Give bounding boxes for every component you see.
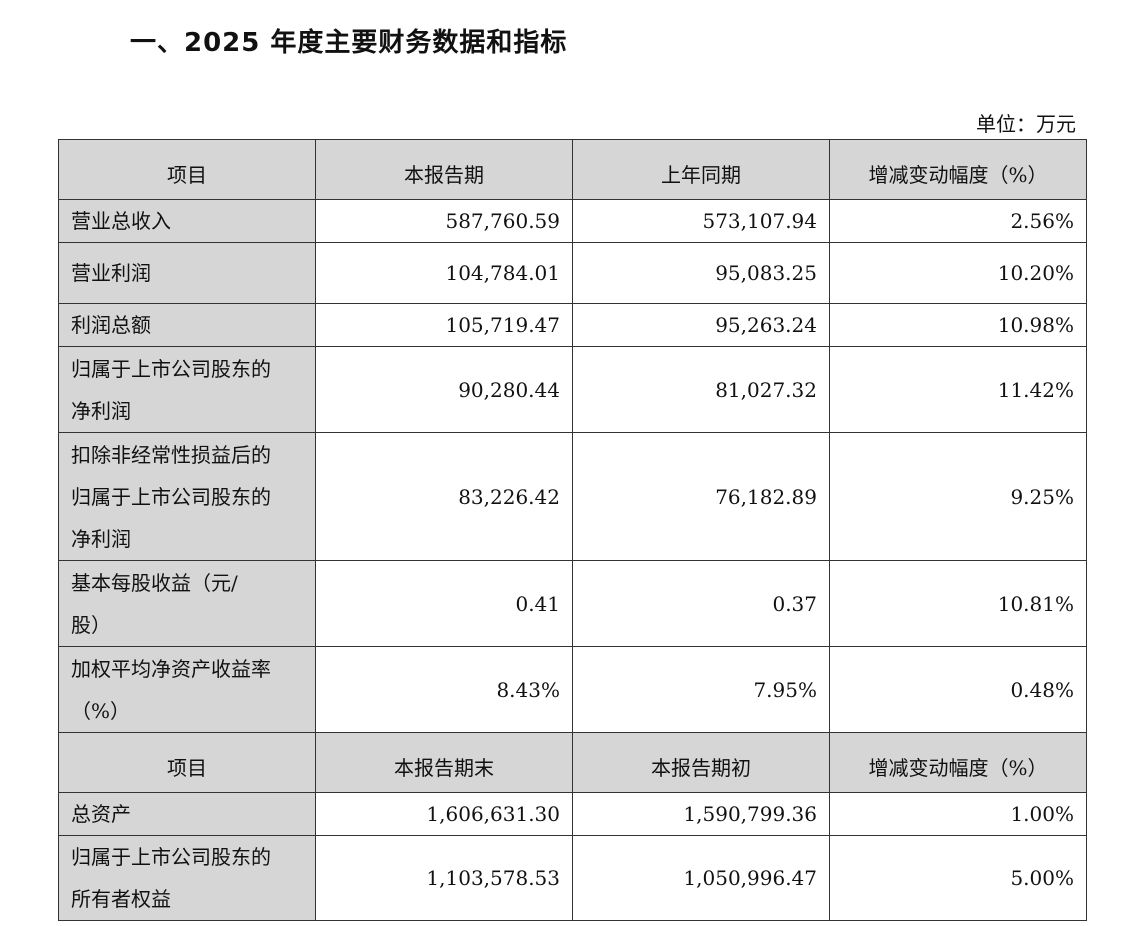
table-header-row: 项目 本报告期末 本报告期初 增减变动幅度（%）	[58, 732, 1087, 793]
row-label-line: 营业总收入	[71, 209, 171, 233]
cell-current: 1,103,578.53	[315, 835, 573, 921]
cell-change: 2.56%	[829, 199, 1087, 243]
row-label-line: 所有者权益	[71, 887, 171, 911]
row-label: 营业总收入	[58, 199, 316, 243]
row-label: 利润总额	[58, 303, 316, 347]
row-label-line: 扣除非经常性损益后的	[71, 442, 271, 467]
row-label-line: 营业利润	[71, 261, 151, 285]
row-label: 营业利润	[58, 242, 316, 304]
row-label: 归属于上市公司股东的 所有者权益	[58, 835, 316, 921]
cell-change: 1.00%	[829, 792, 1087, 836]
cell-change: 10.20%	[829, 242, 1087, 304]
cell-change: 5.00%	[829, 835, 1087, 921]
header-column-item: 项目	[58, 139, 316, 200]
row-label-line: 利润总额	[71, 313, 151, 337]
header-column-previous: 本报告期初	[572, 732, 830, 793]
cell-previous: 81,027.32	[572, 346, 830, 433]
cell-previous: 573,107.94	[572, 199, 830, 243]
cell-change: 0.48%	[829, 646, 1087, 733]
table-row: 归属于上市公司股东的 净利润 90,280.44 81,027.32 11.42%	[58, 346, 1087, 433]
header-column-current: 本报告期	[315, 139, 573, 200]
cell-previous: 95,263.24	[572, 303, 830, 347]
row-label: 基本每股收益（元/股）	[58, 560, 316, 647]
cell-current: 8.43%	[315, 646, 573, 733]
cell-current: 105,719.47	[315, 303, 573, 347]
header-column-change: 增减变动幅度（%）	[829, 732, 1087, 793]
header-column-previous: 上年同期	[572, 139, 830, 200]
cell-previous: 0.37	[572, 560, 830, 647]
cell-change: 10.81%	[829, 560, 1087, 647]
header-column-current: 本报告期末	[315, 732, 573, 793]
table-header-row: 项目 本报告期 上年同期 增减变动幅度（%）	[58, 139, 1087, 200]
cell-change: 10.98%	[829, 303, 1087, 347]
row-label-line: 基本每股收益（元/	[71, 570, 238, 595]
row-label: 加权平均净资产收益率 （%）	[58, 646, 316, 733]
table-row: 扣除非经常性损益后的 归属于上市公司股东的 净利润 83,226.42 76,182.8…	[58, 432, 1087, 561]
table-row: 总资产 1,606,631.30 1,590,799.36 1.00%	[58, 792, 1087, 836]
row-label-line: 净利润	[71, 526, 131, 551]
page-title: 一、2025 年度主要财务数据和指标	[130, 28, 568, 58]
unit-label: 单位：万元	[976, 112, 1076, 136]
cell-current: 587,760.59	[315, 199, 573, 243]
table-row: 利润总额 105,719.47 95,263.24 10.98%	[58, 303, 1087, 347]
row-label-line: 净利润	[71, 398, 131, 423]
row-label-line: （%）	[71, 698, 131, 723]
cell-current: 104,784.01	[315, 242, 573, 304]
row-label-line: 加权平均净资产收益率	[71, 656, 271, 681]
row-label-line: 归属于上市公司股东的	[71, 484, 271, 509]
header-column-change: 增减变动幅度（%）	[829, 139, 1087, 200]
cell-current: 1,606,631.30	[315, 792, 573, 836]
row-label: 扣除非经常性损益后的 归属于上市公司股东的 净利润	[58, 432, 316, 561]
row-label-line: 股）	[71, 612, 111, 637]
cell-change: 11.42%	[829, 346, 1087, 433]
table-row: 归属于上市公司股东的 所有者权益 1,103,578.53 1,050,996.47 5…	[58, 835, 1087, 921]
table-row: 营业总收入 587,760.59 573,107.94 2.56%	[58, 199, 1087, 243]
cell-previous: 76,182.89	[572, 432, 830, 561]
cell-change: 9.25%	[829, 432, 1087, 561]
cell-previous: 1,050,996.47	[572, 835, 830, 921]
financial-data-table: 项目 本报告期 上年同期 增减变动幅度（%） 营业总收入 587,760.59 573,10…	[58, 139, 1087, 921]
cell-current: 90,280.44	[315, 346, 573, 433]
table-row: 营业利润 104,784.01 95,083.25 10.20%	[58, 242, 1087, 304]
cell-previous: 95,083.25	[572, 242, 830, 304]
header-column-item: 项目	[58, 732, 316, 793]
cell-previous: 1,590,799.36	[572, 792, 830, 836]
row-label-line: 总资产	[71, 802, 131, 826]
cell-previous: 7.95%	[572, 646, 830, 733]
table-row: 加权平均净资产收益率 （%） 8.43% 7.95% 0.48%	[58, 646, 1087, 733]
cell-current: 0.41	[315, 560, 573, 647]
row-label: 总资产	[58, 792, 316, 836]
row-label-line: 归属于上市公司股东的	[71, 356, 271, 381]
cell-current: 83,226.42	[315, 432, 573, 561]
table-row: 基本每股收益（元/股） 0.41 0.37 10.81%	[58, 560, 1087, 647]
row-label-line: 归属于上市公司股东的	[71, 845, 271, 869]
row-label: 归属于上市公司股东的 净利润	[58, 346, 316, 433]
